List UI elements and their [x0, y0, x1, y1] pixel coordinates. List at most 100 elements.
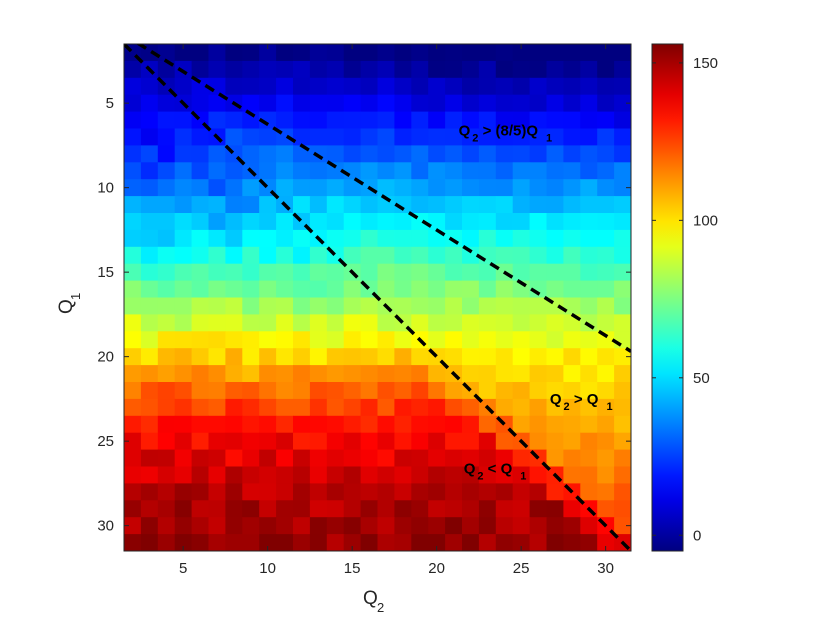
- heatmap-cell: [563, 179, 581, 197]
- heatmap-cell: [394, 162, 412, 180]
- heatmap-cell: [394, 297, 412, 315]
- heatmap-cell: [309, 314, 328, 332]
- plot-frame: [123, 43, 632, 552]
- x-axis-label-sub: 2: [377, 600, 384, 615]
- heatmap-cell: [580, 179, 598, 197]
- y-tick-label: 5: [106, 95, 114, 112]
- heatmap-cell: [343, 179, 362, 197]
- heatmap-cell: [529, 246, 548, 265]
- heatmap-cell: [140, 398, 159, 417]
- heatmap-cell: [394, 128, 412, 146]
- heatmap-cell: [445, 145, 463, 163]
- heatmap-cell: [225, 365, 243, 383]
- heatmap-cell: [512, 246, 531, 265]
- heatmap-cell: [378, 551, 396, 569]
- heatmap-cell: [614, 382, 631, 400]
- x-tick-label: 10: [259, 560, 276, 577]
- heatmap-cell: [478, 60, 497, 79]
- heatmap-cell: [191, 466, 210, 484]
- heatmap-cell: [293, 297, 311, 315]
- heatmap-cell: [597, 229, 615, 248]
- heatmap-cell: [462, 483, 480, 501]
- heatmap-cell: [191, 94, 210, 113]
- heatmap-cell: [326, 77, 345, 96]
- heatmap-cell: [546, 77, 564, 96]
- heatmap-cell: [326, 331, 345, 349]
- heatmap-cell: [445, 314, 463, 332]
- heatmap-cell: [597, 348, 615, 366]
- heatmap-cell: [360, 500, 379, 518]
- x-axis-label: Q 2: [363, 588, 384, 615]
- heatmap-cell: [614, 111, 631, 130]
- heatmap-cell: [597, 449, 615, 468]
- heatmap-cell: [597, 398, 615, 417]
- heatmap-cell: [343, 145, 362, 163]
- heatmap-cell: [529, 382, 548, 400]
- heatmap-cell: [140, 179, 159, 197]
- heatmap-cell: [563, 382, 581, 400]
- heatmap-cell: [512, 111, 531, 130]
- heatmap-cell: [124, 111, 142, 130]
- heatmap-cell: [259, 44, 277, 62]
- heatmap-cell: [563, 196, 581, 214]
- y-tick-label: 25: [97, 433, 114, 450]
- heatmap-cell: [462, 449, 480, 468]
- heatmap-cell: [631, 450, 649, 468]
- heatmap-cell: [563, 128, 581, 146]
- heatmap-cell: [343, 466, 362, 484]
- heatmap-cell: [192, 551, 210, 569]
- heatmap-cell: [411, 111, 429, 130]
- heatmap-cell: [411, 280, 429, 299]
- heatmap-cell: [276, 145, 294, 163]
- heatmap-cell: [377, 314, 395, 332]
- heatmap-cell: [512, 398, 531, 417]
- heatmap-cell: [428, 128, 446, 146]
- heatmap-cell: [631, 179, 649, 197]
- heatmap-cell: [225, 314, 243, 332]
- heatmap-cell: [563, 331, 581, 349]
- heatmap-cell: [293, 500, 311, 518]
- heatmap-cell: [580, 128, 598, 146]
- heatmap-cell: [580, 348, 598, 366]
- heatmap-cell: [631, 112, 649, 130]
- heatmap-cell: [428, 449, 446, 468]
- heatmap-cell: [326, 517, 345, 535]
- heatmap-cell: [343, 365, 362, 383]
- heatmap-cell: [174, 263, 193, 282]
- heatmap-cell: [343, 213, 362, 231]
- heatmap-cell: [343, 432, 362, 451]
- heatmap-cell: [445, 466, 463, 484]
- heatmap-cell: [360, 466, 379, 484]
- heatmap-cell: [174, 466, 193, 484]
- heatmap-cell: [428, 94, 446, 113]
- heatmap-cell: [546, 229, 564, 248]
- heatmap-cell: [377, 365, 395, 383]
- heatmap-cell: [360, 213, 379, 231]
- heatmap-cell: [360, 263, 379, 282]
- heatmap-cell: [157, 213, 176, 231]
- heatmap-cell: [462, 280, 480, 299]
- heatmap-cell: [529, 128, 548, 146]
- heatmap-cell: [445, 331, 463, 349]
- heatmap-cell: [580, 365, 598, 383]
- heatmap-cell: [191, 213, 210, 231]
- heatmap-cell: [309, 348, 328, 366]
- heatmap-cell: [478, 466, 497, 484]
- heatmap-cell: [140, 314, 159, 332]
- heatmap-cell: [343, 331, 362, 349]
- heatmap-cell: [495, 517, 514, 535]
- heatmap-cell: [377, 145, 395, 163]
- heatmap-cell: [124, 415, 142, 434]
- heatmap-cell: [597, 111, 615, 130]
- heatmap-cell: [343, 246, 362, 265]
- heatmap-cell: [259, 213, 277, 231]
- heatmap-cell: [124, 314, 142, 332]
- y-tick-label: 10: [97, 180, 114, 197]
- heatmap-cell: [614, 365, 631, 383]
- heatmap-cell: [174, 280, 193, 299]
- heatmap-cell: [140, 449, 159, 468]
- heatmap-cell: [563, 449, 581, 468]
- heatmap-cell: [377, 415, 395, 434]
